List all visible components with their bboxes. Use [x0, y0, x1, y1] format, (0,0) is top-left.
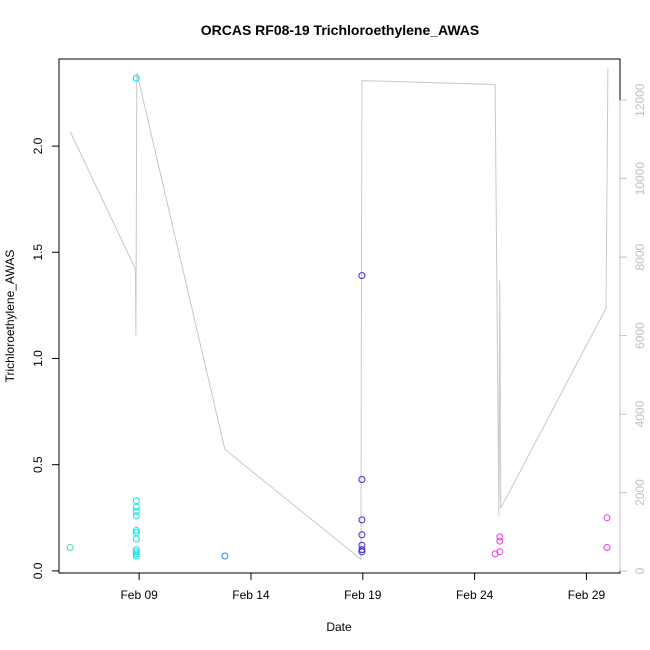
y-axis-title: Trichloroethylene_AWAS [3, 250, 17, 383]
data-point [132, 512, 140, 520]
series-line [69, 68, 609, 561]
data-point [66, 544, 74, 551]
right-y-tick-label: 2000 [633, 479, 647, 506]
data-point [358, 548, 366, 556]
y-axis: 0.0 0.5 1.0 1.5 2.0 [31, 137, 60, 579]
data-point [132, 503, 140, 511]
data-point [132, 507, 140, 515]
data-point [358, 531, 366, 539]
x-tick-label: Feb 19 [344, 588, 382, 602]
data-point [603, 514, 611, 522]
data-point [358, 516, 366, 524]
right-y-tick-label: 10000 [633, 162, 647, 196]
right-y-tick-label: 0 [633, 567, 647, 574]
right-y-tick-label: 12000 [633, 83, 647, 117]
data-point [132, 527, 140, 534]
right-y-axis: 0 2000 4000 6000 8000 10000 12000 [619, 83, 647, 574]
right-y-tick-label: 8000 [633, 243, 647, 270]
data-point [132, 535, 140, 543]
chart-title: ORCAS RF08-19 Trichloroethylene_AWAS [201, 22, 480, 38]
plot-frame [58, 58, 621, 574]
data-point [358, 272, 366, 280]
x-tick-label: Feb 14 [232, 588, 270, 602]
x-axis: Feb 09 Feb 14 Feb 19 Feb 24 Feb 29 [120, 572, 606, 602]
data-point [132, 497, 140, 505]
x-tick-label: Feb 24 [456, 588, 494, 602]
data-point [496, 548, 504, 556]
right-y-tick-label: 4000 [633, 400, 647, 427]
y-tick-label: 1.0 [31, 350, 45, 367]
data-point [603, 544, 611, 551]
data-point [132, 548, 140, 556]
y-tick-label: 0.5 [31, 456, 45, 473]
data-point [132, 552, 140, 560]
data-point [358, 476, 366, 483]
data-point [221, 552, 229, 560]
data-point [358, 546, 366, 554]
right-y-tick-label: 6000 [633, 322, 647, 349]
x-axis-title: Date [326, 620, 352, 634]
y-tick-label: 2.0 [31, 137, 45, 154]
points-layer [66, 74, 611, 560]
data-point [132, 550, 140, 558]
x-tick-label: Feb 09 [120, 588, 158, 602]
right-axis-line-layer [69, 68, 609, 561]
data-point [496, 537, 504, 545]
x-tick-label: Feb 29 [568, 588, 606, 602]
data-point [132, 74, 140, 82]
y-tick-label: 1.5 [31, 244, 45, 261]
y-tick-label: 0.0 [31, 562, 45, 579]
data-point [496, 533, 504, 541]
